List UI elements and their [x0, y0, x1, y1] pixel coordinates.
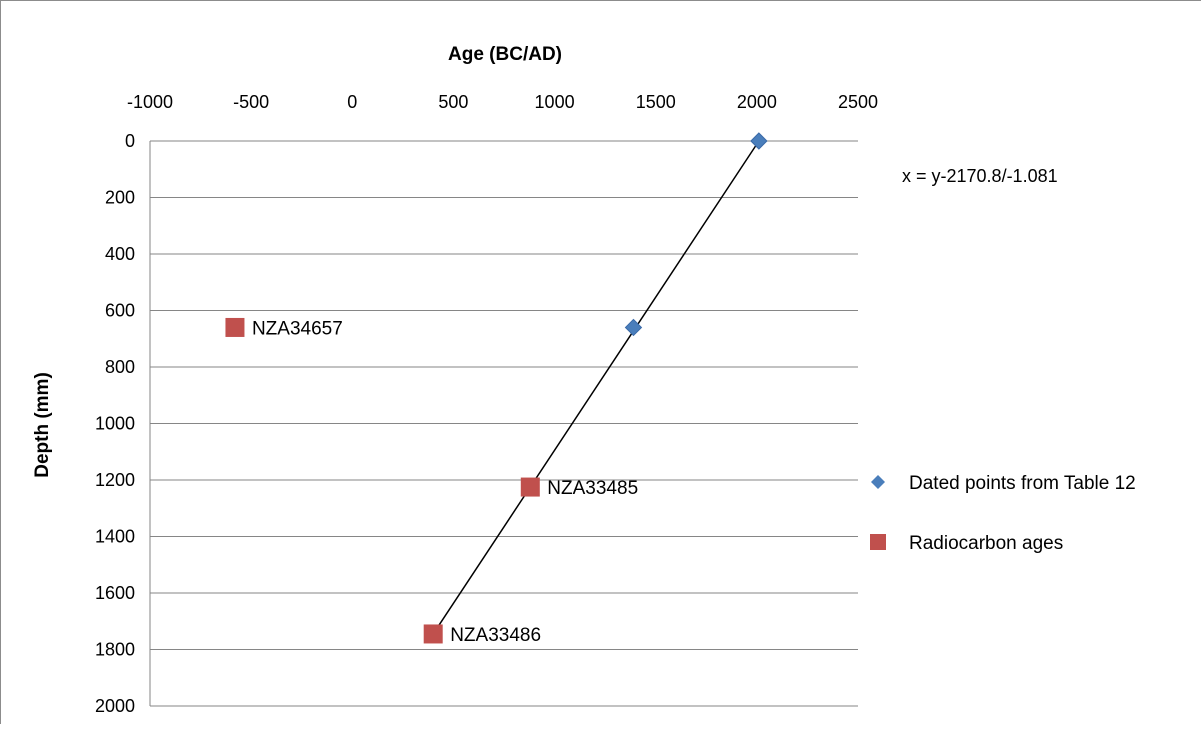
x-tick-label: 1500: [636, 92, 676, 112]
y-tick-label: 1400: [95, 527, 135, 547]
x-tick-label: -1000: [127, 92, 173, 112]
y-tick-label: 400: [105, 244, 135, 264]
y-tick-label: 200: [105, 188, 135, 208]
x-tick-label: 0: [347, 92, 357, 112]
y-tick-label: 0: [125, 131, 135, 151]
legend-label: Radiocarbon ages: [909, 533, 1063, 554]
y-tick-label: 1200: [95, 470, 135, 490]
x-tick-label: 2000: [737, 92, 777, 112]
y-tick-label: 2000: [95, 696, 135, 716]
y-tick-label: 1600: [95, 583, 135, 603]
x-axis-title: Age (BC/AD): [448, 44, 562, 65]
y-tick-label: 1000: [95, 414, 135, 434]
data-label: NZA33485: [547, 478, 638, 499]
y-tick-label: 600: [105, 301, 135, 321]
legend-label: Dated points from Table 12: [909, 473, 1136, 494]
x-tick-label: 1000: [535, 92, 575, 112]
y-tick-label: 1800: [95, 640, 135, 660]
x-tick-label: 500: [438, 92, 468, 112]
data-point-square: [424, 624, 443, 643]
legend-marker-square: [870, 534, 886, 550]
x-tick-label: 2500: [838, 92, 878, 112]
y-tick-label: 800: [105, 357, 135, 377]
data-label: NZA33486: [450, 625, 541, 646]
equation-annotation: x = y-2170.8/-1.081: [902, 166, 1058, 186]
data-label: NZA34657: [252, 318, 343, 339]
data-point-square: [521, 478, 540, 497]
x-tick-label: -500: [233, 92, 269, 112]
data-point-square: [225, 318, 244, 337]
y-axis-title: Depth (mm): [32, 372, 53, 478]
